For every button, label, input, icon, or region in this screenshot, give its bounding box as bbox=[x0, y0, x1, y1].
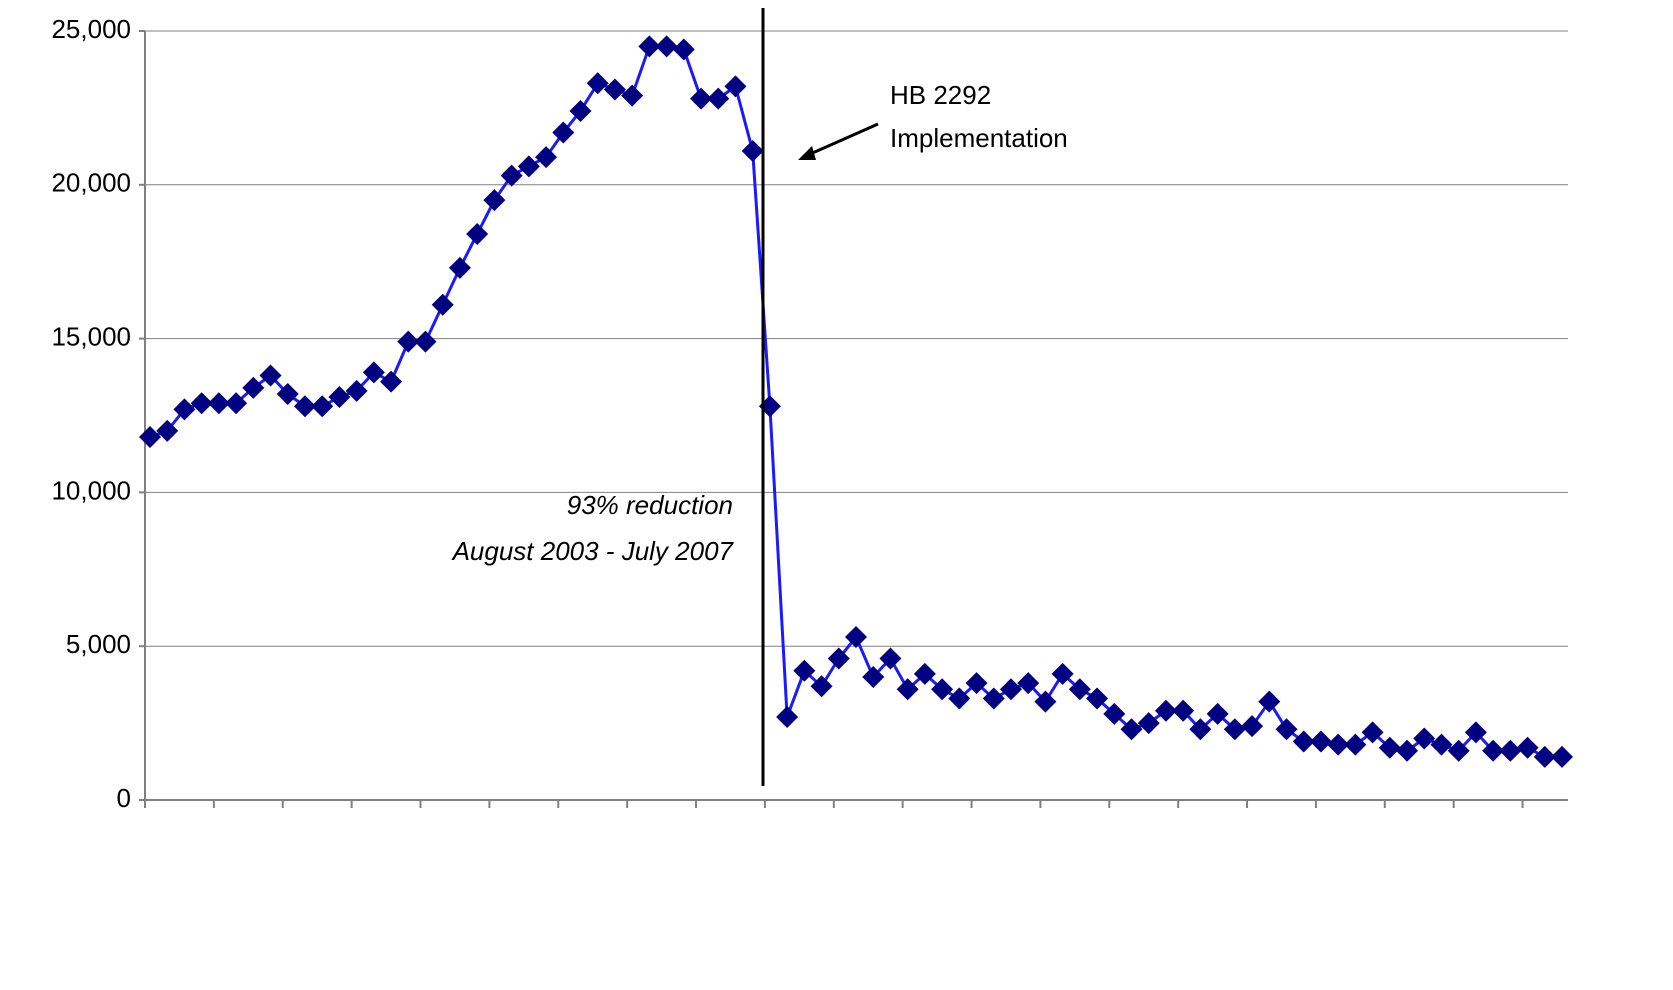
data-point bbox=[1551, 745, 1573, 768]
data-point bbox=[311, 395, 334, 418]
data-point bbox=[638, 35, 661, 58]
data-point bbox=[913, 662, 936, 685]
y-tick-label: 20,000 bbox=[51, 168, 131, 198]
data-point bbox=[1120, 718, 1143, 741]
data-point bbox=[1378, 736, 1401, 759]
data-point bbox=[707, 87, 730, 110]
data-point bbox=[1241, 715, 1264, 738]
data-point bbox=[380, 370, 403, 393]
y-tick-label: 15,000 bbox=[51, 321, 131, 351]
data-point bbox=[1344, 733, 1367, 756]
y-tick-label: 0 bbox=[117, 783, 131, 813]
data-point bbox=[1189, 718, 1212, 741]
data-point bbox=[173, 398, 196, 421]
annotation: 93% reduction bbox=[567, 490, 733, 520]
data-point bbox=[259, 364, 282, 387]
data-point bbox=[672, 38, 695, 61]
data-point bbox=[466, 223, 489, 246]
data-point bbox=[1464, 721, 1487, 744]
data-point bbox=[603, 78, 626, 101]
data-point bbox=[741, 139, 764, 162]
data-point bbox=[1051, 662, 1074, 685]
data-point bbox=[827, 647, 850, 670]
data-point bbox=[1068, 678, 1091, 701]
data-point bbox=[931, 678, 954, 701]
data-point bbox=[1034, 690, 1057, 713]
data-point bbox=[1017, 672, 1040, 695]
data-point bbox=[1482, 739, 1505, 762]
data-point bbox=[1413, 727, 1436, 750]
data-point bbox=[810, 675, 833, 698]
data-point bbox=[1137, 712, 1160, 735]
data-point bbox=[982, 687, 1005, 710]
data-point bbox=[500, 164, 523, 187]
y-tick-label: 10,000 bbox=[51, 475, 131, 505]
data-point bbox=[1086, 687, 1109, 710]
data-point bbox=[793, 659, 816, 682]
data-point bbox=[1396, 739, 1419, 762]
data-point bbox=[879, 647, 902, 670]
data-point bbox=[431, 293, 454, 316]
data-point bbox=[896, 678, 919, 701]
data-point bbox=[1430, 733, 1453, 756]
data-point bbox=[1361, 721, 1384, 744]
data-point bbox=[362, 361, 385, 384]
data-point bbox=[483, 189, 506, 212]
data-point bbox=[845, 625, 867, 648]
data-point bbox=[1223, 718, 1246, 741]
data-point bbox=[948, 687, 971, 710]
data-point bbox=[1172, 699, 1195, 722]
data-point bbox=[517, 155, 540, 178]
data-point bbox=[1292, 730, 1315, 753]
data-point bbox=[276, 382, 299, 405]
data-point bbox=[621, 84, 644, 107]
data-point bbox=[345, 379, 368, 402]
data-point bbox=[965, 672, 988, 695]
data-point bbox=[586, 72, 609, 95]
data-point bbox=[999, 678, 1022, 701]
data-point bbox=[1309, 730, 1332, 753]
data-point bbox=[139, 426, 161, 449]
data-point bbox=[448, 256, 471, 279]
data-point bbox=[1206, 702, 1229, 725]
series-line bbox=[149, 44, 1562, 759]
data-point bbox=[1327, 733, 1350, 756]
plot: 0 5,000 10,000 15,000 20,000 25,000 bbox=[51, 14, 1573, 813]
data-point bbox=[690, 87, 713, 110]
data-point bbox=[1275, 718, 1298, 741]
data-point bbox=[552, 121, 575, 144]
data-point bbox=[328, 386, 351, 409]
data-point bbox=[1516, 736, 1539, 759]
data-point bbox=[225, 392, 248, 415]
annotation: August 2003 - July 2007 bbox=[451, 536, 735, 566]
data-point bbox=[156, 419, 179, 442]
y-tick-label: 25,000 bbox=[51, 14, 131, 44]
data-point bbox=[242, 376, 265, 399]
y-tick-label: 5,000 bbox=[66, 629, 131, 659]
arrow-head bbox=[798, 146, 816, 160]
data-point bbox=[569, 99, 592, 122]
annotation: HB 2292 bbox=[890, 80, 991, 110]
data-point bbox=[293, 395, 316, 418]
data-point bbox=[655, 35, 678, 58]
annotation: Implementation bbox=[890, 123, 1068, 153]
data-point bbox=[414, 330, 437, 353]
data-point bbox=[724, 75, 747, 98]
data-point bbox=[397, 330, 420, 353]
arrow-shaft bbox=[807, 122, 879, 157]
data-point bbox=[1154, 699, 1177, 722]
data-point bbox=[535, 146, 558, 169]
data-point bbox=[776, 705, 799, 728]
data-point bbox=[1258, 690, 1281, 713]
data-point bbox=[207, 392, 230, 415]
data-point bbox=[1533, 745, 1556, 768]
data-point bbox=[1103, 702, 1126, 725]
data-point bbox=[1499, 739, 1522, 762]
data-point bbox=[1447, 739, 1470, 762]
data-point bbox=[190, 392, 213, 415]
data-point bbox=[862, 665, 885, 688]
